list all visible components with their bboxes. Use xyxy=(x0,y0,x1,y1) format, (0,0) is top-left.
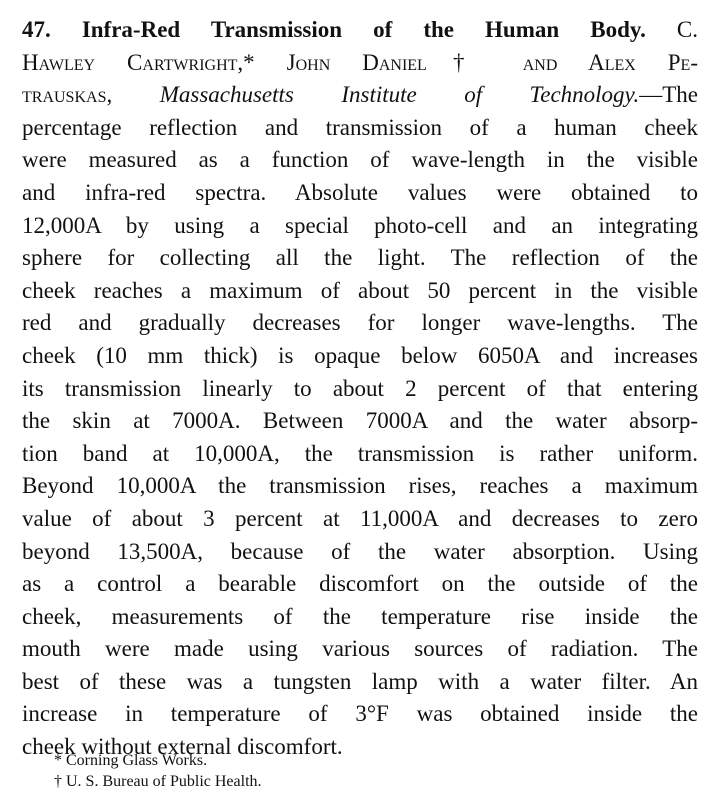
abstract-text-line: 12,000A by using a special photo-cell an… xyxy=(22,212,698,238)
abstract-text-line: cheek reaches a maximum of about 50 perc… xyxy=(22,277,698,303)
abstract-text-line: were measured as a function of wave-leng… xyxy=(22,147,698,173)
abstract-text-line: sphere for collecting all the light. The… xyxy=(22,245,698,271)
abstract-text-line: best of these was a tungsten lamp with a… xyxy=(22,668,698,694)
abstract-text-line: value of about 3 percent at 11,000A and … xyxy=(22,505,698,531)
footnotes: * Corning Glass Works. † U. S. Bureau of… xyxy=(54,750,262,792)
abstract-title: Infra-Red Transmission of the Human Body… xyxy=(81,17,646,42)
abstract-text-line: increase in temperature of 3°F was obtai… xyxy=(22,701,698,727)
abstract-number: 47. xyxy=(22,17,51,42)
affiliation: Massachusetts Institute of Technology. xyxy=(159,82,640,108)
affiliation-line: trauskas, Massachusetts Institute of Tec… xyxy=(22,79,698,112)
abstract-text-line-0: —The xyxy=(639,82,699,108)
footnote-public-health: † U. S. Bureau of Public Health. xyxy=(54,773,262,790)
authors-line: Hawley Cartwright,* John Daniel† and Ale… xyxy=(22,47,698,80)
abstract-text-line: the skin at 7000A. Between 7000A and the… xyxy=(22,408,698,434)
authors-continuation: trauskas, xyxy=(22,82,113,108)
abstract-text-line: mouth were made using various sources of… xyxy=(22,636,698,662)
abstract-heading-line: 47. Infra-Red Transmission of the Human … xyxy=(22,14,698,47)
abstract-text-line: and infra-red spectra. Absolute values w… xyxy=(22,179,698,205)
abstract-text-line: beyond 13,500A, because of the water abs… xyxy=(22,538,698,564)
abstract-text-line: Beyond 10,000A the transmission rises, r… xyxy=(22,473,698,499)
abstract-paragraph: 47. Infra-Red Transmission of the Human … xyxy=(22,14,698,764)
abstract-text-line: cheek, measurements of the temperature r… xyxy=(22,603,698,629)
abstract-text-line: as a control a bearable discomfort on th… xyxy=(22,571,698,597)
abstract-text-line: cheek (10 mm thick) is opaque below 6050… xyxy=(22,342,698,368)
abstract-text-line: tion band at 10,000A, the transmission i… xyxy=(22,440,698,466)
authors-line-1-tail: C. xyxy=(676,17,699,42)
authors-names: Hawley Cartwright,* John Daniel† and Ale… xyxy=(22,49,698,75)
abstract-text-line-last: cheek without external discomfort. xyxy=(22,734,343,760)
abstract-text-line: red and gradually decreases for longer w… xyxy=(22,310,698,336)
abstract-text-line: its transmission linearly to about 2 per… xyxy=(22,375,698,401)
footnote-corning: * Corning Glass Works. xyxy=(54,752,208,769)
abstract-text-line: percentage reflection and transmission o… xyxy=(22,114,698,140)
